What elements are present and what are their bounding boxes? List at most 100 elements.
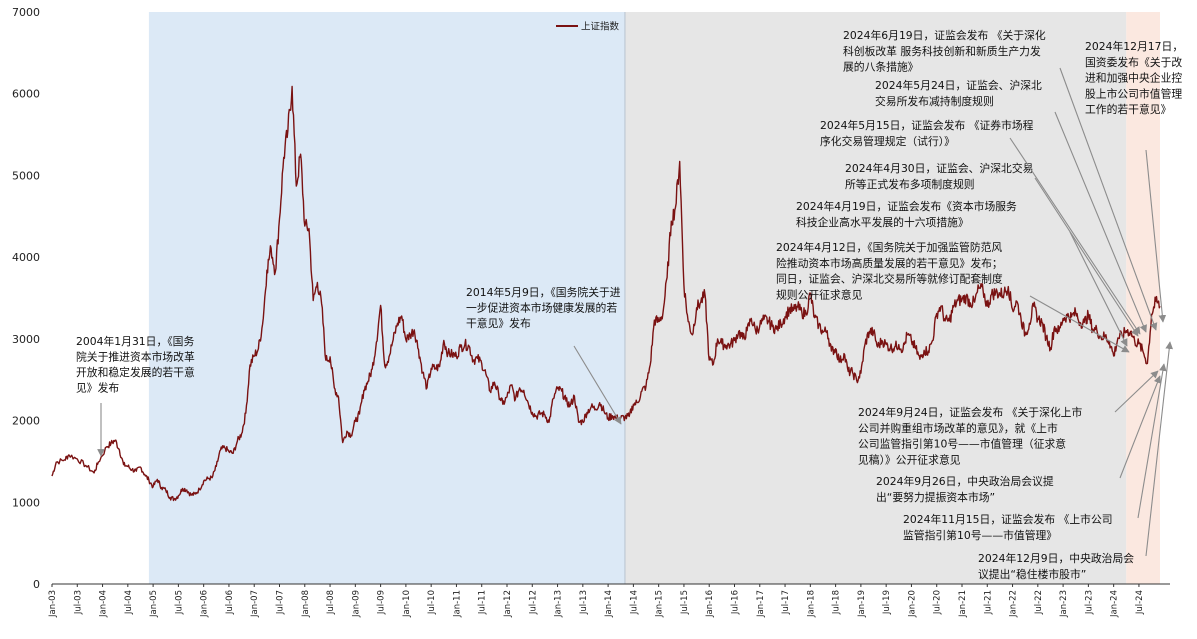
x-tick-label: Jul-24	[1135, 590, 1145, 615]
legend-label: 上证指数	[581, 21, 620, 33]
annotation-text-line: 险推动资本市场高质量发展的若干意见》发布；	[776, 256, 1003, 270]
annotation-text-line: 出“要努力提振资本市场”	[876, 490, 995, 504]
x-tick-label: Jul-08	[326, 590, 336, 615]
annotation-arrow	[1145, 149, 1167, 323]
annotation-text-line: 科技企业高水平发展的十六项措施》	[796, 215, 969, 229]
shaded-period-0	[148, 12, 625, 584]
annotation-text-line: 股上市公司市值管理	[1085, 86, 1182, 100]
annotation-8: 2024年12月17日， 国资委发布《关于改进和加强中央企业控股上市公司市值管理工…	[1085, 39, 1183, 323]
annotation-text-line: 2024年9月26日，中央政治局会议提	[876, 474, 1054, 488]
annotation-arrow	[1054, 111, 1147, 333]
x-tick-label: Jan-14	[604, 590, 614, 618]
x-tick-label: Jan-08	[301, 590, 311, 618]
x-tick-label: Jul-12	[528, 590, 538, 615]
x-tick-label: Jul-09	[377, 590, 387, 615]
annotation-text-line: 干意见》发布	[466, 316, 531, 330]
annotations: 2004年1月31日，《国务院关于推进资本市场改革开放和稳定发展的若干意见》发布…	[76, 28, 1183, 581]
x-tick-label: Jan-22	[1009, 590, 1019, 618]
annotation-text-line: 2004年1月31日，《国务	[76, 334, 194, 348]
annotation-text-line: 2024年5月15日，证监会发布 《证券市场程	[820, 118, 1034, 132]
annotation-text-line: 开放和稳定发展的若干意	[76, 365, 195, 379]
x-tick-label: Jan-05	[149, 590, 159, 618]
x-tick-label: Jul-18	[832, 590, 842, 615]
annotation-arrow	[1137, 363, 1167, 519]
x-tick-label: Jan-13	[554, 590, 564, 618]
annotation-text-line: 公司并购重组市场改革的意见》，就《上市	[858, 421, 1058, 435]
annotation-text-line: 监管指引第10号——市值管理》	[903, 528, 1057, 542]
annotation-text-line: 2024年5月24日，证监会、沪深北	[875, 78, 1042, 92]
annotation-text-line: 规则公开征求意见	[776, 287, 863, 301]
x-tick-label: Jul-20	[933, 590, 943, 615]
annotation-arrow	[1009, 137, 1141, 335]
annotation-text-line: 所等正式发布多项制度规则	[845, 177, 975, 191]
x-tick-label: Jan-21	[958, 590, 968, 618]
x-tick-label: Jan-11	[452, 590, 462, 618]
x-tick-label: Jan-24	[1110, 590, 1120, 618]
annotation-arrow	[1034, 177, 1139, 337]
annotation-arrow	[1145, 341, 1174, 557]
x-tick-label: Jul-11	[478, 590, 488, 615]
x-tick-label: Jul-03	[73, 590, 83, 615]
annotation-text-line: 2024年4月12日，《国务院关于加强监管防范风	[776, 240, 1002, 254]
annotation-text-line: 展的八条措施》	[843, 60, 919, 74]
annotation-arrow	[1029, 295, 1130, 353]
annotation-2: 2024年4月12日，《国务院关于加强监管防范风险推动资本市场高质量发展的若干意…	[776, 240, 1130, 353]
annotation-text-line: 进和加强中央企业控	[1085, 71, 1182, 85]
shaded-period-1	[624, 12, 1127, 584]
x-tick-label: Jul-04	[124, 590, 134, 615]
x-tick-label: Jan-03	[48, 590, 58, 618]
x-tick-label: Jul-15	[680, 590, 690, 615]
annotation-text-line: 见稿）》公开征求意见	[858, 452, 961, 466]
x-tick-label: Jan-04	[99, 590, 109, 618]
annotation-arrow	[1069, 231, 1128, 347]
annotation-text-line: 一步促进资本市场健康发展的若	[466, 301, 617, 315]
annotation-text-line: 2024年12月17日，	[1085, 39, 1183, 53]
annotation-text-line: 工作的若干意见》	[1085, 102, 1171, 116]
annotation-text-line: 国资委发布《关于改	[1085, 55, 1182, 69]
x-tick-label: Jul-10	[427, 590, 437, 615]
annotation-text-line: 2024年11月15日，证监会发布 《上市公司	[903, 512, 1113, 526]
x-tick-label: Jan-10	[402, 590, 412, 618]
annotation-text-line: 议提出“稳住楼市股市”	[978, 567, 1086, 581]
x-tick-label: Jan-12	[503, 590, 513, 618]
x-tick-label: Jul-19	[882, 590, 892, 615]
annotation-text-line: 2024年9月24日，证监会发布 《关于深化上市	[858, 405, 1082, 419]
annotation-text-line: 2024年12月9日，中央政治局会	[978, 551, 1134, 565]
annotation-arrow	[1114, 370, 1159, 413]
x-tick-label: Jan-16	[705, 590, 715, 618]
x-tick-label: Jul-14	[629, 590, 639, 615]
axes: 0 1000 2000 3000 4000 5000 6000 7000 Jan-03 Jul-0…	[12, 6, 1170, 618]
x-tick-label: Jul-07	[275, 590, 285, 615]
x-tick-label: Jan-17	[756, 590, 766, 618]
annotation-text-line: 院关于推进资本市场改革	[76, 350, 195, 364]
x-tick-label: Jul-05	[174, 590, 184, 615]
annotation-text-line: 2014年5月9日，《国务院关于进	[466, 285, 621, 299]
annotation-text-line: 公司监管指引第10号——市值管理（征求意	[858, 437, 1066, 451]
y-tick-label: 3000	[12, 333, 40, 346]
x-tick-label: Jan-20	[907, 590, 917, 618]
legend: 上证指数	[556, 21, 620, 33]
y-tick-label: 4000	[12, 251, 40, 264]
x-tick-label: Jul-21	[983, 590, 993, 615]
x-tick-label: Jan-23	[1059, 590, 1069, 618]
x-tick-label: Jan-07	[250, 590, 260, 618]
annotation-9: 2024年9月24日，证监会发布 《关于深化上市公司并购重组市场改革的意见》，就…	[858, 370, 1159, 466]
shaded-periods	[148, 12, 1160, 584]
y-tick-label: 7000	[12, 6, 40, 19]
x-tick-label: Jul-23	[1084, 590, 1094, 615]
x-tick-label: Jul-13	[579, 590, 589, 615]
x-tick-label: Jan-09	[351, 590, 361, 618]
x-tick-label: Jul-17	[781, 590, 791, 615]
x-tick-label: Jan-06	[200, 590, 210, 618]
x-tick-label: Jul-16	[730, 590, 740, 615]
